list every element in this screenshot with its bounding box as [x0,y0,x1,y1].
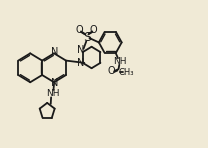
Text: O: O [108,66,115,76]
Text: NH: NH [46,89,60,98]
Text: N: N [77,45,85,55]
Text: O: O [76,25,83,35]
Text: N: N [51,78,58,88]
Text: S: S [83,31,91,44]
Text: N: N [77,58,84,68]
Text: N: N [51,47,58,57]
Text: O: O [90,25,98,35]
Text: CH₃: CH₃ [119,68,134,77]
Text: NH: NH [113,57,126,66]
